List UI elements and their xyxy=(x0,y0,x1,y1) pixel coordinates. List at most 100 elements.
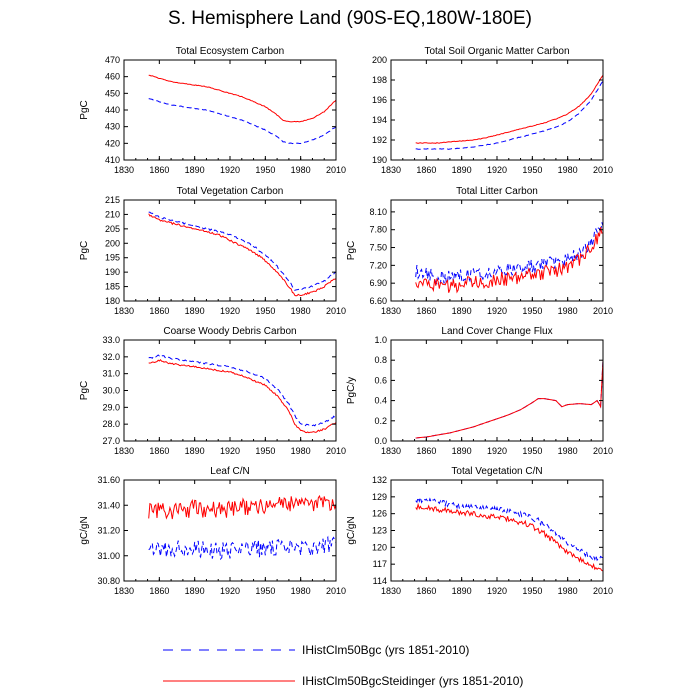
plot-frame xyxy=(390,59,604,161)
y-tick-label: 0.4 xyxy=(374,396,387,406)
series-line-steidinger xyxy=(415,74,603,144)
series-line-bgc xyxy=(148,354,336,427)
y-tick-label: 32.0 xyxy=(102,352,120,362)
series-line-steidinger xyxy=(415,227,603,294)
chart-title: Total Litter Carbon xyxy=(456,186,538,197)
x-tick-label: 1980 xyxy=(291,165,311,175)
x-tick-label: 1830 xyxy=(381,306,401,316)
legend-label-bgc: IHistClm50Bgc (yrs 1851-2010) xyxy=(302,643,469,657)
x-tick-label: 1860 xyxy=(416,306,436,316)
chart-panel: Land Cover Change Flux PgC/y 1830 1860 1890 1… xyxy=(346,326,613,456)
y-tick-label: 470 xyxy=(105,55,120,65)
x-tick-label: 1830 xyxy=(114,306,134,316)
x-tick-label: 2010 xyxy=(326,165,346,175)
plot-frame xyxy=(390,339,604,442)
y-tick-label: 7.80 xyxy=(369,225,387,235)
y-tick-label: 210 xyxy=(105,209,120,219)
chart-title: Coarse Woody Debris Carbon xyxy=(163,326,296,337)
x-tick-label: 1950 xyxy=(255,586,275,596)
page-title: S. Hemisphere Land (90S-EQ,180W-180E) xyxy=(168,8,532,29)
x-tick-label: 1950 xyxy=(255,306,275,316)
y-tick-label: 33.0 xyxy=(102,335,120,345)
y-tick-label: 0.2 xyxy=(374,416,387,426)
y-tick-label: 28.0 xyxy=(102,419,120,429)
y-tick-label: 31.0 xyxy=(102,369,120,379)
series-line-bgc xyxy=(415,495,603,562)
x-tick-label: 2010 xyxy=(593,165,613,175)
y-tick-label: 200 xyxy=(372,55,387,65)
x-tick-label: 1830 xyxy=(381,446,401,456)
x-tick-label: 1890 xyxy=(185,165,205,175)
x-tick-label: 1980 xyxy=(291,306,311,316)
series-line-steidinger xyxy=(148,359,336,434)
x-tick-label: 2010 xyxy=(326,446,346,456)
y-tick-label: 132 xyxy=(372,475,387,485)
x-tick-label: 1830 xyxy=(114,446,134,456)
y-tick-label: 430 xyxy=(105,122,120,132)
x-tick-label: 1890 xyxy=(185,446,205,456)
y-tick-label: 180 xyxy=(105,296,120,306)
y-tick-label: 123 xyxy=(372,526,387,536)
chart-title: Total Soil Organic Matter Carbon xyxy=(424,46,569,57)
x-tick-label: 1980 xyxy=(558,586,578,596)
y-tick-label: 30.0 xyxy=(102,386,120,396)
y-tick-label: 7.50 xyxy=(369,243,387,253)
x-tick-label: 1980 xyxy=(291,586,311,596)
y-tick-label: 192 xyxy=(372,135,387,145)
y-tick-label: 460 xyxy=(105,72,120,82)
y-tick-label: 27.0 xyxy=(102,436,120,446)
x-tick-label: 1830 xyxy=(381,586,401,596)
plot-frame xyxy=(123,479,337,582)
chart-panel: Coarse Woody Debris Carbon PgC 1830 1860 189… xyxy=(79,326,346,456)
x-tick-label: 1860 xyxy=(416,165,436,175)
x-tick-label: 1920 xyxy=(487,306,507,316)
y-axis-label: gC/gN xyxy=(79,516,90,544)
series-line-bgc xyxy=(415,80,603,150)
x-tick-label: 1860 xyxy=(416,586,436,596)
y-axis-label: PgC xyxy=(79,241,90,260)
series-line-steidinger xyxy=(415,502,603,572)
series-line-bgc xyxy=(415,360,603,439)
x-tick-label: 1980 xyxy=(558,446,578,456)
series-line-bgc xyxy=(148,535,336,561)
y-tick-label: 450 xyxy=(105,88,120,98)
legend: IHistClm50Bgc (yrs 1851-2010) IHistClm50… xyxy=(163,643,523,688)
y-tick-label: 31.20 xyxy=(97,526,120,536)
y-tick-label: 7.20 xyxy=(369,260,387,270)
plot-frame xyxy=(123,199,337,302)
y-tick-label: 6.60 xyxy=(369,296,387,306)
y-tick-label: 0.6 xyxy=(374,375,387,385)
y-tick-label: 185 xyxy=(105,282,120,292)
x-tick-label: 1920 xyxy=(487,586,507,596)
x-tick-label: 1920 xyxy=(487,165,507,175)
y-tick-label: 190 xyxy=(372,155,387,165)
y-tick-label: 8.10 xyxy=(369,207,387,217)
x-tick-label: 1830 xyxy=(114,165,134,175)
y-tick-label: 129 xyxy=(372,492,387,502)
x-tick-label: 1950 xyxy=(255,165,275,175)
y-tick-label: 1.0 xyxy=(374,335,387,345)
y-tick-label: 0.0 xyxy=(374,436,387,446)
plot-frame xyxy=(390,479,604,582)
x-tick-label: 2010 xyxy=(593,586,613,596)
x-tick-label: 1950 xyxy=(522,306,542,316)
x-tick-label: 1950 xyxy=(522,586,542,596)
series-line-steidinger xyxy=(148,213,336,297)
plot-frame xyxy=(123,339,337,442)
x-tick-label: 1920 xyxy=(220,165,240,175)
x-tick-label: 1950 xyxy=(255,446,275,456)
x-tick-label: 1980 xyxy=(558,165,578,175)
chart-panel: Total Vegetation C/N gC/gN 1830 1860 1890 192… xyxy=(346,466,613,596)
y-tick-label: 0.8 xyxy=(374,355,387,365)
y-axis-label: PgC/y xyxy=(346,377,357,404)
y-tick-label: 190 xyxy=(105,267,120,277)
y-tick-label: 117 xyxy=(373,559,387,569)
y-tick-label: 29.0 xyxy=(102,402,120,412)
y-axis-label: PgC xyxy=(79,100,90,119)
chart-title: Total Vegetation Carbon xyxy=(177,186,284,197)
x-tick-label: 2010 xyxy=(326,306,346,316)
x-tick-label: 1980 xyxy=(558,306,578,316)
x-tick-label: 1920 xyxy=(220,306,240,316)
chart-title: Total Ecosystem Carbon xyxy=(176,46,284,57)
x-tick-label: 1890 xyxy=(185,586,205,596)
